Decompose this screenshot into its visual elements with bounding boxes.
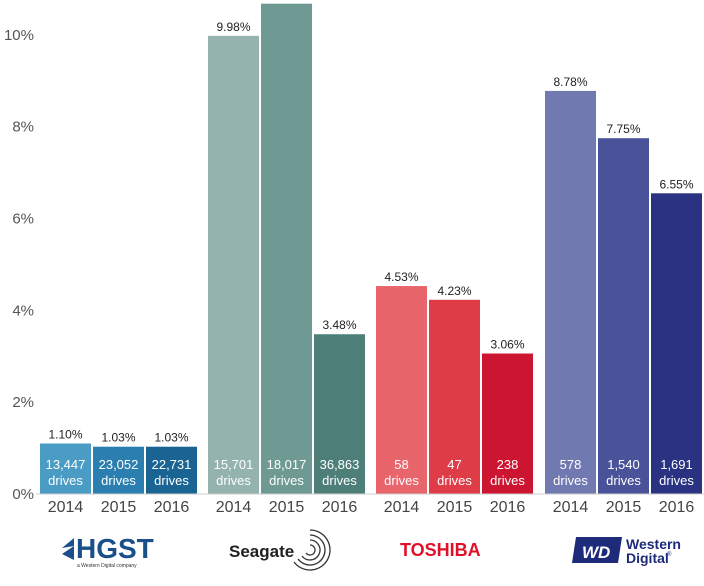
x-tick-label: 2016 — [154, 499, 190, 516]
y-tick-label: 10% — [4, 27, 34, 44]
bar-group-toshiba: 4.53%58drives20144.23%47drives20153.06%2… — [376, 270, 533, 516]
bar-drive-unit-label: drives — [437, 473, 472, 488]
wd-logo: WD Western Digital ® — [572, 536, 681, 566]
bar-drive-count-label: 58 — [394, 457, 408, 472]
x-tick-label: 2014 — [384, 499, 420, 516]
wd-logo-mark: ® — [667, 551, 672, 558]
bar-value-label: 9.98% — [216, 20, 250, 34]
x-tick-label: 2015 — [269, 499, 305, 516]
wd-badge-text: WD — [582, 543, 610, 562]
bar-value-label: 4.53% — [384, 270, 418, 284]
bars-layer: 1.10%13,447drives20141.03%23,052drives20… — [40, 0, 702, 516]
hgst-logo: HGST a Western Digital company — [62, 533, 154, 569]
x-tick-label: 2016 — [322, 499, 358, 516]
wd-logo-line1: Western — [626, 536, 681, 552]
y-axis: 0% 2% 4% 6% 8% 10% — [4, 27, 34, 503]
y-tick-label: 8% — [12, 119, 34, 136]
bar — [598, 138, 649, 495]
bar — [429, 299, 480, 494]
bar-group-hgst: 1.10%13,447drives20141.03%23,052drives20… — [40, 428, 197, 516]
bar-value-label: 4.23% — [437, 284, 471, 298]
bar-drive-count-label: 15,701 — [214, 457, 254, 472]
bar — [40, 443, 91, 494]
bar-drive-count-label: 23,052 — [99, 457, 139, 472]
bar-value-label: 6.55% — [659, 177, 693, 191]
bar — [482, 353, 533, 494]
bar — [376, 286, 427, 494]
bar-drive-count-label: 36,863 — [320, 457, 360, 472]
toshiba-logo: TOSHIBA — [400, 540, 481, 560]
bar — [146, 446, 197, 494]
x-tick-label: 2016 — [490, 499, 526, 516]
bar-value-label: 1.10% — [48, 428, 82, 442]
hgst-logo-text: HGST — [76, 533, 154, 564]
bar-drive-unit-label: drives — [101, 473, 136, 488]
bar-drive-count-label: 238 — [497, 457, 519, 472]
y-tick-label: 6% — [12, 211, 34, 228]
bar — [651, 193, 702, 494]
bar-drive-unit-label: drives — [606, 473, 641, 488]
x-tick-label: 2015 — [101, 499, 137, 516]
wd-logo-line2: Digital — [626, 550, 669, 566]
bar-drive-count-label: 47 — [447, 457, 461, 472]
wd-badge-icon — [572, 537, 622, 563]
bar-value-label: 3.06% — [490, 338, 524, 352]
toshiba-logo-text: TOSHIBA — [400, 540, 481, 560]
bar — [208, 35, 259, 495]
bar-drive-unit-label: drives — [490, 473, 525, 488]
y-tick-label: 2% — [12, 394, 34, 411]
y-tick-label: 4% — [12, 302, 34, 319]
bar — [93, 446, 144, 494]
y-tick-label: 0% — [12, 486, 34, 503]
bar — [314, 334, 365, 494]
bar-value-label: 1.03% — [154, 431, 188, 445]
seagate-swirl-icon — [293, 529, 331, 571]
x-tick-label: 2014 — [216, 499, 252, 516]
bar-group-seagate: 9.98%15,701drives201410.68%18,017drives2… — [208, 0, 365, 516]
bar-drive-count-label: 1,540 — [607, 457, 640, 472]
bar-drive-unit-label: drives — [48, 473, 83, 488]
bar-drive-count-label: 13,447 — [46, 457, 86, 472]
bar-group-western-digital: 8.78%578drives20147.75%1,540drives20156.… — [545, 75, 702, 516]
bar-drive-unit-label: drives — [322, 473, 357, 488]
bar-value-label: 7.75% — [606, 122, 640, 136]
bar-drive-count-label: 22,731 — [152, 457, 192, 472]
bar — [545, 90, 596, 494]
seagate-logo: Seagate — [229, 529, 331, 571]
bar-drive-unit-label: drives — [269, 473, 304, 488]
x-tick-label: 2015 — [606, 499, 642, 516]
bar-drive-unit-label: drives — [216, 473, 251, 488]
bar — [261, 3, 312, 494]
x-tick-label: 2014 — [553, 499, 589, 516]
bar-drive-count-label: 1,691 — [660, 457, 693, 472]
bar-value-label: 8.78% — [553, 75, 587, 89]
bar-drive-count-label: 578 — [560, 457, 582, 472]
bar-drive-count-label: 18,017 — [267, 457, 307, 472]
bar-drive-unit-label: drives — [659, 473, 694, 488]
bar-drive-unit-label: drives — [154, 473, 189, 488]
bar-value-label: 1.03% — [101, 431, 135, 445]
bar-value-label: 3.48% — [322, 318, 356, 332]
x-tick-label: 2015 — [437, 499, 473, 516]
seagate-logo-text: Seagate — [229, 542, 294, 561]
x-tick-label: 2014 — [48, 499, 84, 516]
hgst-logo-tagline: a Western Digital company — [77, 563, 137, 569]
bar-drive-unit-label: drives — [553, 473, 588, 488]
bar-value-label: 10.68% — [266, 0, 307, 2]
bar-drive-unit-label: drives — [384, 473, 419, 488]
hgst-mark-icon — [62, 538, 74, 560]
x-tick-label: 2016 — [659, 499, 695, 516]
